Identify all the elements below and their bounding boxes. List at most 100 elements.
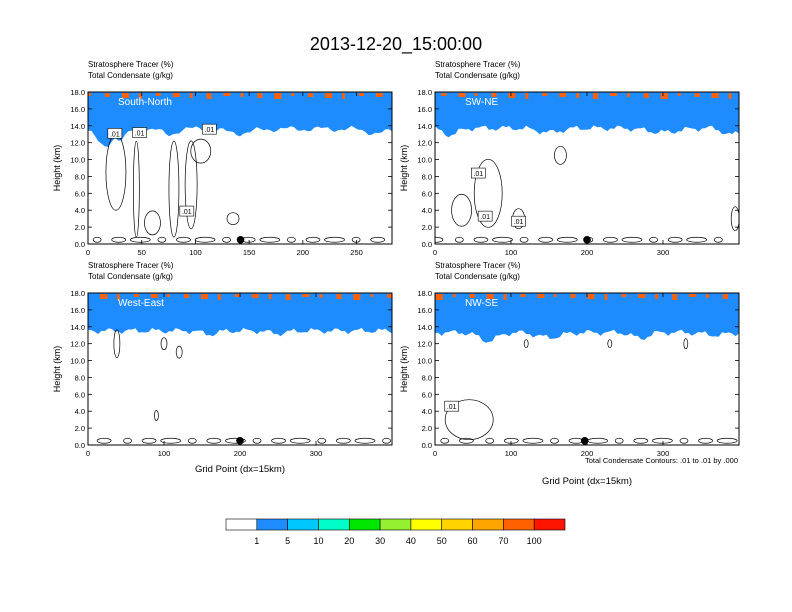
condensate-contour (141, 437, 157, 444)
y-tick-label: 10.0 (70, 156, 85, 165)
colorbar-label: 5 (285, 536, 290, 546)
colorbar-swatch (287, 518, 319, 531)
tracer-speckle (621, 294, 627, 297)
colorbar-label: 30 (375, 536, 385, 546)
y-tick-label: 14.0 (417, 122, 432, 131)
y-tick-label: 14.0 (417, 323, 432, 332)
tracer-speckle (240, 93, 244, 97)
x-tick-label: 300 (657, 449, 670, 458)
condensate-contour (222, 236, 231, 243)
plot-area: .01 (435, 293, 739, 444)
x-tick-label: 50 (138, 248, 146, 257)
condensate-contour (206, 437, 222, 444)
condensate-contour (259, 236, 281, 243)
x-tick-label: 200 (234, 449, 247, 458)
y-tick-label: 18.0 (70, 289, 85, 298)
y-tick-label: 4.0 (422, 206, 432, 215)
y-axis-label: Height (km) (52, 346, 62, 393)
colorbar-label: 100 (527, 536, 542, 546)
panel-top-left: Stratosphere Tracer (%) Total Condensate … (52, 60, 393, 257)
tracer-speckle (353, 294, 361, 300)
condensate-contour (354, 437, 376, 444)
contour-label-box (179, 205, 195, 217)
condensate-contour (226, 212, 240, 226)
x-tick-label: 100 (189, 248, 202, 257)
tracer-speckle (677, 93, 681, 96)
tracer-label: Stratosphere Tracer (%) (88, 261, 174, 270)
tracer-speckle (257, 93, 263, 98)
y-axis-label: Height (km) (52, 145, 62, 192)
condensate-contour (382, 437, 391, 444)
condensate-contour (652, 437, 673, 444)
location-marker (583, 235, 591, 244)
y-axis-label: Height (km) (399, 346, 409, 393)
x-tick-label: 200 (297, 248, 310, 257)
tracer-speckle (200, 294, 208, 299)
tracer-speckle (184, 294, 189, 298)
tracer-speckle (626, 93, 630, 97)
plot-area: .01 .01 .01 (435, 92, 739, 243)
x-tick-label: 0 (86, 248, 90, 257)
cross-section-direction: South-North (118, 97, 172, 108)
tracer-speckle (302, 294, 310, 297)
x-tick-label: 100 (505, 449, 518, 458)
y-tick-label: 12.0 (70, 139, 85, 148)
colorbar-swatch (410, 518, 443, 531)
colorbar-swatch (348, 518, 381, 531)
condensate-contour (454, 236, 464, 243)
colorbar-swatch (256, 518, 288, 531)
condensate-contour (730, 206, 739, 232)
condensate-contour (289, 437, 311, 444)
tracer-speckle (508, 93, 516, 98)
condensate-contour (252, 437, 262, 444)
condensate-contour (225, 437, 246, 444)
condensate-contour (523, 339, 529, 349)
y-tick-label: 18.0 (417, 289, 432, 298)
tracer-speckle (150, 294, 158, 298)
condensate-contour (123, 437, 132, 444)
y-tick-label: 16.0 (417, 306, 432, 315)
y-tick-label: 2.0 (75, 424, 85, 433)
colorbar-label: 70 (498, 536, 508, 546)
contour-label-box (471, 167, 486, 179)
contour-label-box (477, 210, 493, 222)
condensate-contour (190, 138, 212, 164)
y-tick-label: 18.0 (417, 88, 432, 97)
condensate-contour (519, 236, 529, 243)
colorbar-swatch (503, 518, 535, 531)
colorbar-swatch (533, 518, 566, 531)
tracer-speckle (88, 93, 91, 96)
condensate-contour (587, 437, 608, 444)
tracer-speckle (689, 294, 696, 297)
tracer-speckle (660, 93, 668, 99)
tracer-speckle (370, 294, 374, 297)
condensate-label: Total Condensate (g/kg) (435, 272, 520, 281)
panel-top-right: Stratosphere Tracer (%) Total Condensate … (399, 60, 740, 257)
contour-label: .01 (480, 214, 490, 221)
tracer-speckle (268, 294, 272, 299)
condensate-contour (492, 236, 513, 243)
condensate-contour (160, 437, 182, 444)
tracer-speckle (587, 294, 595, 299)
contour-footnote: Total Condensate Contours: .01 to .01 by… (585, 456, 738, 465)
x-tick-label: 200 (581, 248, 594, 257)
condensate-contour (271, 437, 286, 444)
y-tick-label: 16.0 (70, 306, 85, 315)
condensate-contour (473, 158, 503, 228)
condensate-contour (92, 236, 102, 243)
contour-label-box (132, 127, 147, 138)
tracer-speckle (167, 294, 170, 297)
x-tick-label: 100 (505, 248, 518, 257)
condensate-contour (649, 236, 658, 243)
y-tick-label: 6.0 (75, 390, 85, 399)
tracer-speckle (319, 294, 323, 298)
tracer-band (88, 293, 392, 337)
x-tick-label: 300 (657, 248, 670, 257)
condensate-contour (113, 329, 121, 359)
tracer-speckle (251, 294, 259, 298)
condensate-contour (614, 437, 624, 444)
tracer-speckle (474, 93, 478, 96)
condensate-contour (184, 140, 198, 230)
tracer-speckle (441, 93, 447, 96)
